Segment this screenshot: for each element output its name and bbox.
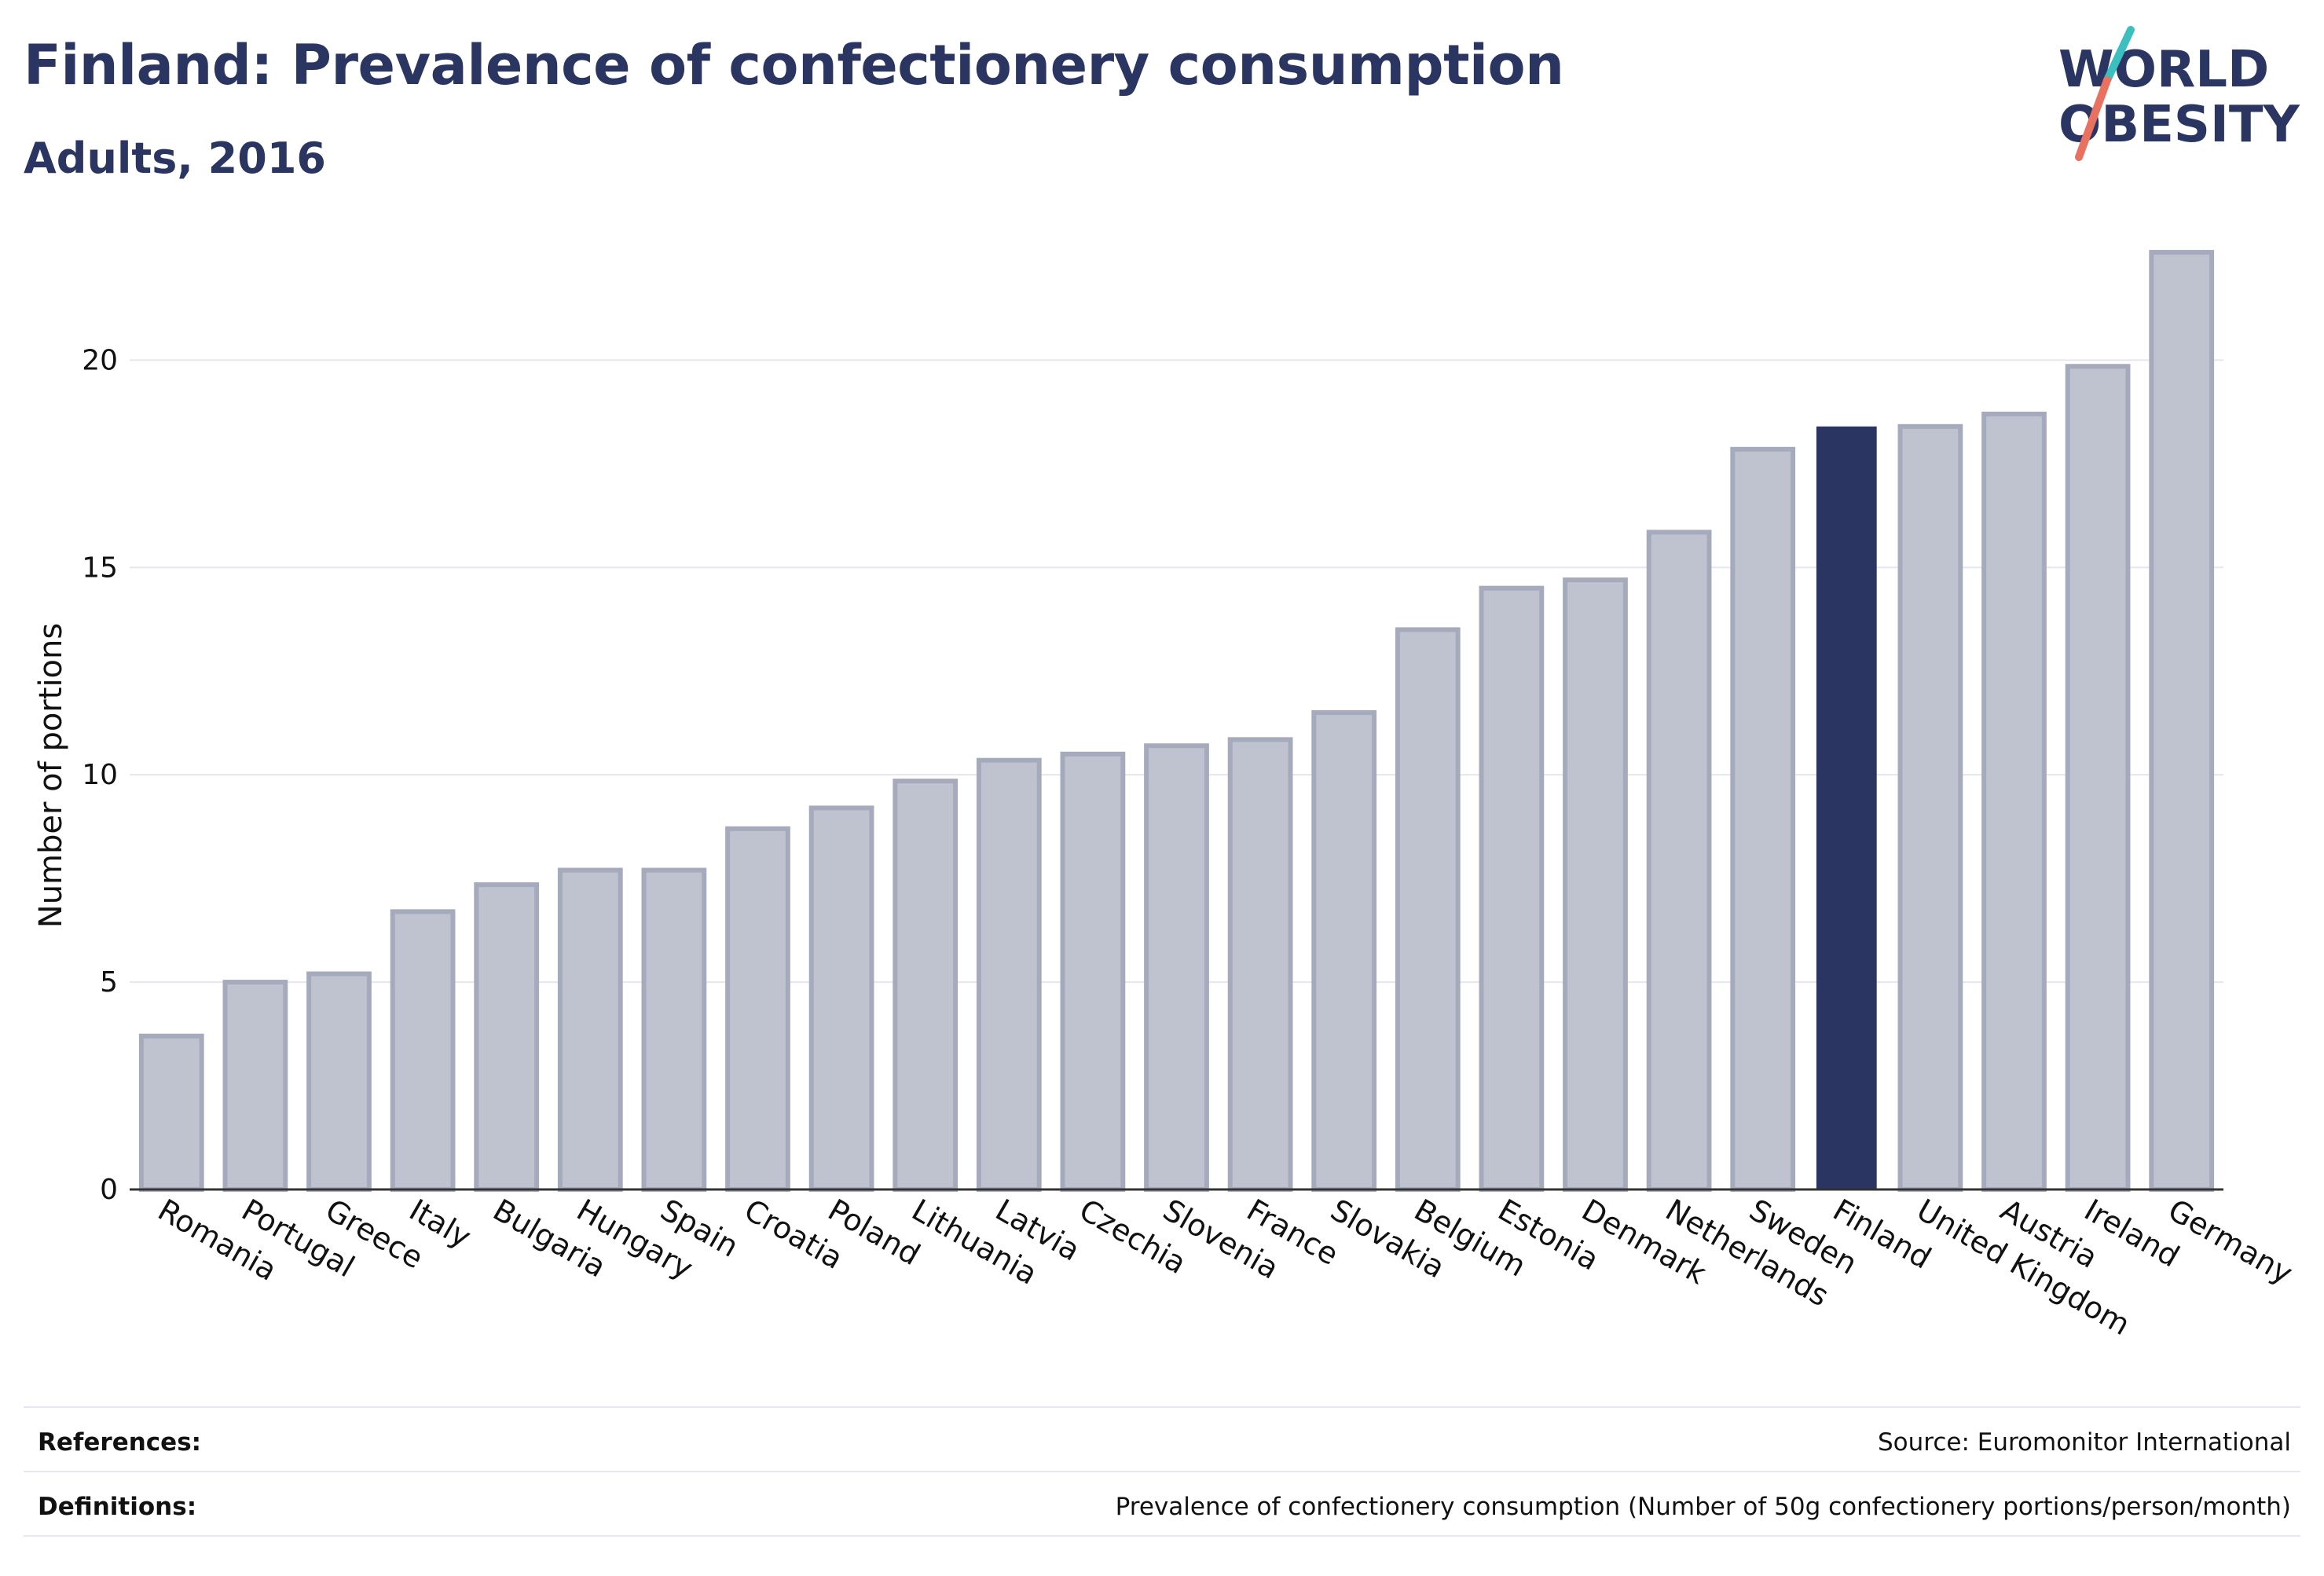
bar-denmark[interactable] [1563,577,1628,1192]
bar-portugal[interactable] [222,980,288,1192]
y-tick-label: 20 [82,344,118,376]
y-tick-label: 15 [82,552,118,584]
logo-slash-bottom [2075,76,2111,161]
bar-estonia[interactable] [1479,585,1545,1192]
bar-spain[interactable] [641,867,707,1192]
definitions-label: Definitions: [38,1493,197,1521]
bar-bulgaria[interactable] [474,882,540,1193]
bar-austria[interactable] [1981,411,2047,1192]
bar-czechia[interactable] [1060,751,1126,1192]
bar-france[interactable] [1227,737,1293,1192]
bar-finland[interactable] [1816,426,1877,1189]
bar-romania[interactable] [138,1033,204,1192]
footer-divider [24,1471,2300,1472]
y-tick-label: 0 [100,1174,118,1206]
bar-slovakia[interactable] [1311,710,1377,1192]
x-tick-label: Ireland [2079,1193,2186,1274]
y-tick-label: 10 [82,759,118,791]
bar-netherlands[interactable] [1646,530,1712,1192]
world-obesity-logo: WORLD OBESITY [2058,26,2300,161]
bar-sweden[interactable] [1730,446,1796,1192]
footer-divider [24,1406,2300,1408]
definitions-value: Prevalence of confectionery consumption … [1115,1493,2291,1521]
bar-croatia[interactable] [725,826,790,1192]
bars [138,250,2215,1193]
bar-poland[interactable] [808,805,874,1193]
references-label: References: [38,1428,202,1457]
bar-slovenia[interactable] [1144,743,1209,1192]
footer-divider [24,1535,2300,1537]
bar-united-kingdom[interactable] [1897,423,1963,1192]
bar-lithuania[interactable] [893,779,959,1192]
bar-italy[interactable] [390,909,456,1193]
y-tick-label: 5 [100,966,118,999]
references-value: Source: Euromonitor International [1877,1428,2291,1457]
bar-latvia[interactable] [976,757,1042,1192]
y-axis-label: Number of portions [33,623,69,928]
bar-greece[interactable] [306,971,372,1192]
bar-hungary[interactable] [557,867,623,1192]
chart-subtitle: Adults, 2016 [24,134,326,183]
bar-ireland[interactable] [2065,364,2131,1192]
logo-slash-top [2103,26,2135,84]
logo-text-world: WORLD [2058,41,2269,99]
bar-germany[interactable] [2149,250,2215,1192]
bar-belgium[interactable] [1395,627,1461,1192]
chart-title: Finland: Prevalence of confectionery con… [24,33,1564,97]
